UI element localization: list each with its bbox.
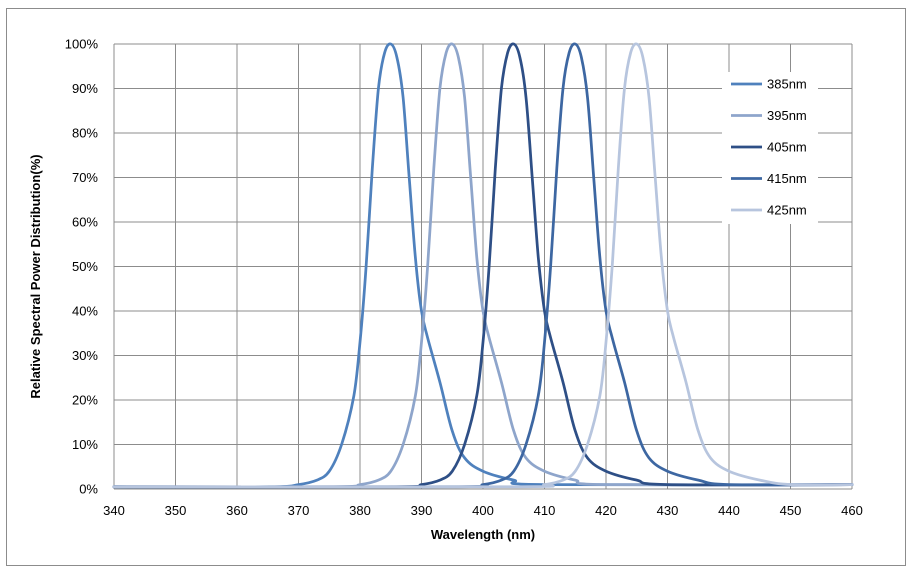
x-tick-label: 410	[534, 503, 556, 518]
x-axis-title: Wavelength (nm)	[431, 527, 535, 542]
legend-label-415nm: 415nm	[767, 171, 807, 186]
x-tick-label: 420	[595, 503, 617, 518]
x-tick-label: 340	[103, 503, 125, 518]
legend-label-405nm: 405nm	[767, 140, 807, 155]
x-tick-label: 350	[165, 503, 187, 518]
y-tick-label: 50%	[72, 259, 98, 274]
y-tick-label: 70%	[72, 170, 98, 185]
legend-label-395nm: 395nm	[767, 108, 807, 123]
x-tick-label: 390	[411, 503, 433, 518]
y-tick-label: 100%	[65, 37, 99, 52]
y-tick-label: 60%	[72, 215, 98, 230]
y-axis-title: Relative Spectral Power Distribution(%)	[28, 154, 43, 398]
series-line-405nm	[112, 42, 854, 489]
x-tick-label: 370	[288, 503, 310, 518]
series-line-385nm	[112, 42, 854, 489]
legend-label-385nm: 385nm	[767, 77, 807, 92]
x-tick-label: 400	[472, 503, 494, 518]
axes: 0% 10% 20% 30% 40% 50% 60% 70% 80% 90% 100% 340 350 3…	[65, 37, 863, 519]
legend-label-425nm: 425nm	[767, 203, 807, 218]
legend: 385nm 395nm 405nm 415nm 425nm	[722, 72, 818, 224]
y-tick-label: 80%	[72, 126, 98, 141]
y-tick-label: 30%	[72, 348, 98, 363]
x-tick-label: 440	[718, 503, 740, 518]
y-tick-label: 10%	[72, 437, 98, 452]
y-tick-label: 40%	[72, 304, 98, 319]
series-line-415nm	[112, 42, 854, 489]
x-tick-label: 460	[841, 503, 863, 518]
series-line-425nm	[112, 42, 854, 489]
x-tick-label: 450	[780, 503, 802, 518]
series-line-395nm	[112, 42, 854, 489]
x-tick-label: 380	[349, 503, 371, 518]
x-tick-label: 430	[657, 503, 679, 518]
y-tick-label: 90%	[72, 81, 98, 96]
series-group	[112, 42, 854, 489]
x-tick-label: 360	[226, 503, 248, 518]
y-tick-label: 0%	[79, 482, 98, 497]
y-tick-label: 20%	[72, 393, 98, 408]
